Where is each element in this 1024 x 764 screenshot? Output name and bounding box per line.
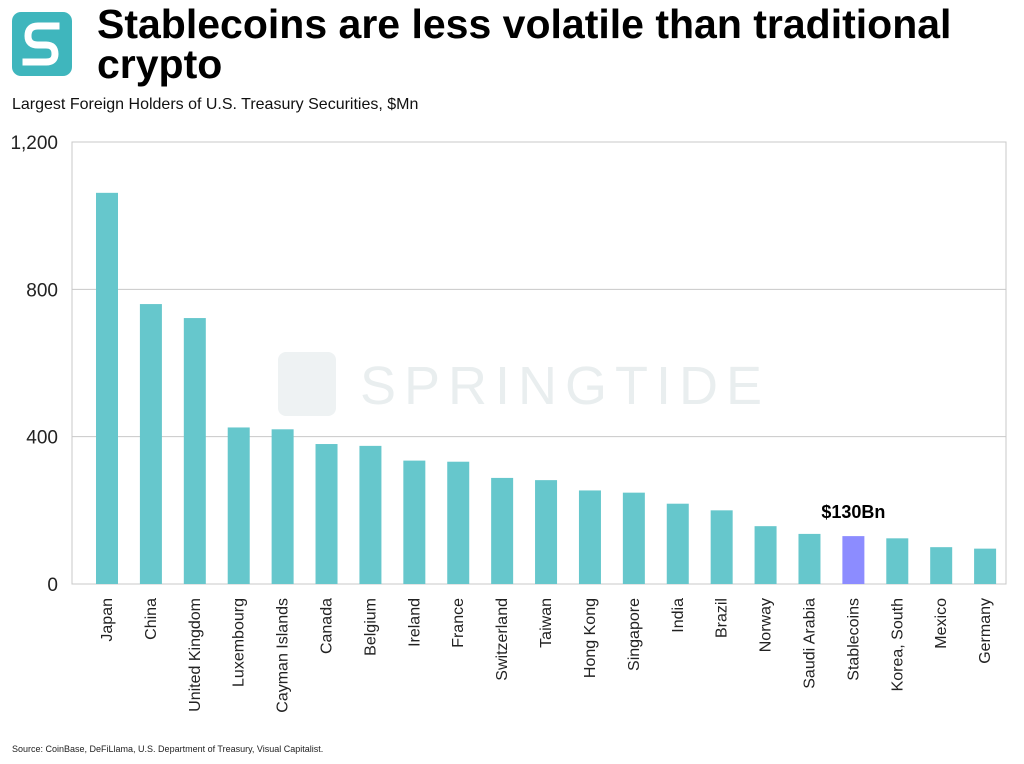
y-tick-label: 800 (26, 280, 58, 301)
bar (535, 480, 558, 584)
bar (315, 444, 338, 584)
bar (139, 304, 162, 584)
bar (930, 547, 953, 584)
bar (359, 445, 382, 584)
x-tick-label: Norway (758, 598, 775, 652)
bar-stablecoins (842, 536, 865, 584)
page-title: Stablecoins are less volatile than tradi… (97, 1, 952, 87)
bar (798, 533, 821, 584)
x-tick-label: United Kingdom (187, 598, 204, 712)
x-tick-label: Korea, South (889, 598, 906, 691)
x-tick-label: Ireland (406, 598, 423, 647)
watermark-text: SPRINGTIDE (360, 356, 770, 416)
data-label-stablecoins: $130Bn (821, 502, 885, 522)
x-tick-label: Belgium (362, 598, 379, 656)
bar (886, 538, 909, 584)
watermark: SPRINGTIDE (278, 352, 770, 416)
x-tick-label: Switzerland (494, 598, 511, 681)
bar-chart: SPRINGTIDE 0 400 800 1,200 Japan China United … (10, 133, 1007, 713)
x-tick-label: India (670, 598, 687, 633)
x-tick-label: France (450, 598, 467, 648)
x-tick-label: Japan (99, 598, 116, 642)
springtide-logo (12, 12, 72, 76)
bar (754, 526, 777, 584)
bar (491, 477, 514, 584)
x-tick-label: Singapore (626, 598, 643, 671)
x-tick-label: Mexico (933, 598, 950, 649)
x-tick-label: Hong Kong (582, 598, 599, 678)
x-tick-label: Saudi Arabia (801, 598, 818, 689)
y-tick-label: 0 (47, 575, 58, 596)
bar (622, 492, 645, 584)
x-tick-label: Stablecoins (845, 598, 862, 681)
bar (578, 490, 601, 584)
bar (666, 503, 689, 584)
bar (447, 461, 470, 584)
bar (974, 548, 997, 584)
y-tick-label: 400 (26, 428, 58, 449)
x-tick-label: Cayman Islands (275, 598, 292, 713)
source-note: Source: CoinBase, DeFiLlama, U.S. Depart… (12, 744, 324, 754)
x-tick-label: Taiwan (538, 598, 555, 648)
x-tick-label: Germany (977, 598, 994, 664)
x-tick-label: Luxembourg (231, 598, 248, 687)
x-tick-label: China (143, 598, 160, 640)
bar (271, 429, 294, 584)
y-tick-label: 1,200 (10, 133, 58, 154)
chart-subtitle: Largest Foreign Holders of U.S. Treasury… (12, 96, 419, 113)
bar (403, 460, 426, 584)
x-tick-label: Brazil (714, 598, 731, 638)
bar (710, 510, 733, 584)
bar (227, 427, 250, 584)
bar (183, 318, 206, 584)
bar (96, 192, 118, 584)
x-tick-label: Canada (319, 598, 336, 654)
